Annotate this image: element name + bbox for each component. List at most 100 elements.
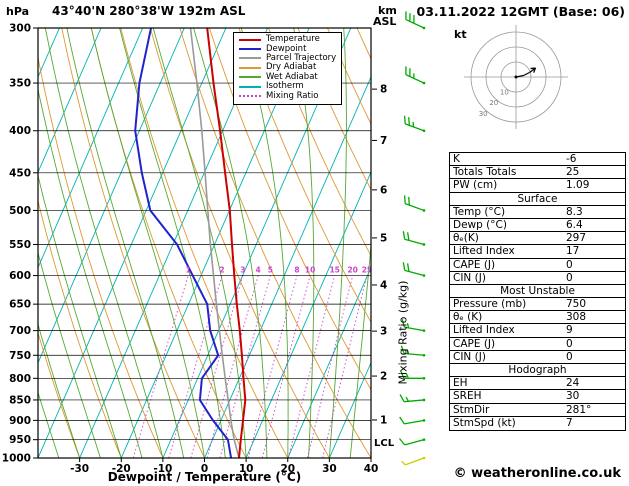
stats-row: CIN (J) 0 [450, 272, 625, 285]
stats-section-title: Hodograph [450, 364, 625, 378]
stat-value: 24 [566, 377, 580, 390]
altitude-unit-asl: ASL [373, 15, 397, 28]
hodograph-trace [529, 67, 536, 73]
stat-label: CIN (J) [453, 271, 486, 284]
legend-item: Mixing Ratio [239, 91, 336, 100]
pressure-tick-label: 500 [9, 205, 31, 217]
mixing-ratio-value-label: 15 [329, 266, 339, 275]
pressure-tick-label: 900 [9, 415, 31, 427]
mixing-ratio-value-label: 4 [256, 266, 261, 275]
temp-tick-label: 40 [364, 463, 379, 475]
km-tick-label: 1 [380, 414, 387, 426]
legend-item: Isotherm [239, 82, 336, 91]
legend-item: Dewpoint [239, 44, 336, 53]
stats-row: StmSpd (kt) 7 [450, 417, 625, 430]
km-tick-label: 6 [380, 184, 387, 196]
stats-row: Lifted Index 9 [450, 324, 625, 338]
legend-item-label: Isotherm [266, 81, 304, 92]
stats-table: K -6 Totals Totals 25 PW (cm) 1.09 Surface Temp… [449, 152, 626, 431]
legend-line-sample [239, 38, 261, 41]
pressure-tick-label: 400 [9, 125, 31, 137]
pressure-tick-label: 650 [9, 299, 31, 311]
altitude-unit-km: km [378, 4, 397, 17]
temp-tick-label: -10 [153, 463, 172, 475]
stat-value: 281° [566, 403, 592, 416]
legend-item: Temperature [239, 35, 336, 44]
temp-tick-label: 10 [239, 463, 254, 475]
stat-value: 750 [566, 298, 587, 311]
legend-item-label: Mixing Ratio [266, 90, 319, 101]
legend-item-label: Parcel Trajectory [266, 52, 337, 63]
legend-item-label: Temperature [266, 34, 320, 45]
stat-label: CIN (J) [453, 350, 486, 363]
pressure-axis-unit: hPa [6, 5, 30, 18]
legend-line-sample [239, 48, 261, 51]
parcel-trajectory-curve [189, 28, 240, 458]
pressure-tick-label: 850 [9, 394, 31, 406]
stats-row: Temp (°C) 8.3 [450, 206, 625, 219]
stat-label: Temp (°C) [453, 205, 506, 218]
km-tick-label: 3 [380, 326, 387, 338]
mixing-ratio-value-label: 8 [294, 266, 299, 275]
stat-label: Totals Totals [453, 166, 517, 179]
legend-line-sample [239, 95, 261, 98]
legend-item: Parcel Trajectory [239, 52, 337, 63]
mixing-ratio-value-label: 2 [219, 266, 224, 275]
km-tick-label: 2 [380, 371, 387, 383]
x-axis-label: Dewpoint / Temperature (°C) [107, 470, 302, 484]
stat-label: K [453, 153, 460, 165]
stat-value: 7 [566, 416, 573, 429]
stats-row: CAPE (J) 0 [450, 259, 625, 272]
stat-value: 0 [566, 337, 573, 350]
stat-value: 0 [566, 350, 573, 363]
stats-row: Totals Totals 25 [450, 166, 625, 180]
legend-item-label: Dewpoint [266, 43, 307, 54]
stat-label: CAPE (J) [453, 258, 496, 271]
plot-grid [38, 28, 371, 458]
legend-line-sample [239, 57, 261, 60]
stat-value: 308 [566, 311, 587, 324]
stat-label: θₑ(K) [453, 232, 479, 245]
mixing-ratio-value-label: 25 [362, 266, 372, 275]
stats-row: θₑ (K) 308 [450, 311, 625, 325]
stat-label: PW (cm) [453, 179, 498, 192]
legend: Temperature Dewpoint Parcel Trajectory Dry … [233, 32, 343, 105]
wind-barbs [398, 11, 426, 466]
legend-line-sample [239, 85, 261, 88]
pressure-tick-label: 1000 [2, 453, 31, 465]
temp-tick-label: -20 [112, 463, 131, 475]
pressure-tick-label: 600 [9, 270, 31, 282]
stat-value: 0 [566, 271, 573, 284]
hodograph-ring-label: 10 [500, 89, 509, 97]
stat-value: 17 [566, 245, 580, 258]
pressure-tick-label: 950 [9, 434, 31, 446]
mixing-ratio-value-label: 5 [268, 266, 273, 275]
hodograph-unit-label: kt [454, 28, 467, 41]
legend-item-label: Wet Adiabat [266, 71, 318, 82]
stats-row: Pressure (mb) 750 [450, 298, 625, 312]
stat-value: 8.3 [566, 205, 583, 218]
hodograph-origin-dot [514, 75, 518, 79]
stat-value: 1.09 [566, 179, 590, 192]
stats-row: Dewp (°C) 6.4 [450, 218, 625, 233]
datetime-label: 03.11.2022 12GMT (Base: 06) [416, 4, 625, 19]
pressure-tick-label: 750 [9, 350, 31, 362]
stat-label: Dewp (°C) [453, 218, 507, 231]
mixing-ratio-axis-label: Mixing Ratio (g/kg) [396, 280, 410, 385]
stats-row: Lifted Index 17 [450, 245, 625, 259]
stat-label: StmSpd (kt) [453, 416, 516, 429]
stat-label: Lifted Index [453, 245, 515, 258]
legend-item: Wet Adiabat [239, 71, 336, 82]
dewpoint-curve [134, 28, 233, 458]
station-title: 43°40'N 280°38'W 192m ASL [52, 4, 246, 18]
pressure-tick-label: 300 [9, 23, 31, 35]
pressure-tick-label: 550 [9, 239, 31, 251]
temp-tick-label: 20 [280, 463, 295, 475]
km-tick-label: 7 [380, 135, 387, 147]
temperature-curve [206, 28, 247, 458]
hodograph-ring-label: 20 [489, 99, 498, 107]
pressure-tick-label: 700 [9, 325, 31, 337]
stats-row: θₑ(K) 297 [450, 232, 625, 246]
stats-row: EH 24 [450, 377, 625, 391]
